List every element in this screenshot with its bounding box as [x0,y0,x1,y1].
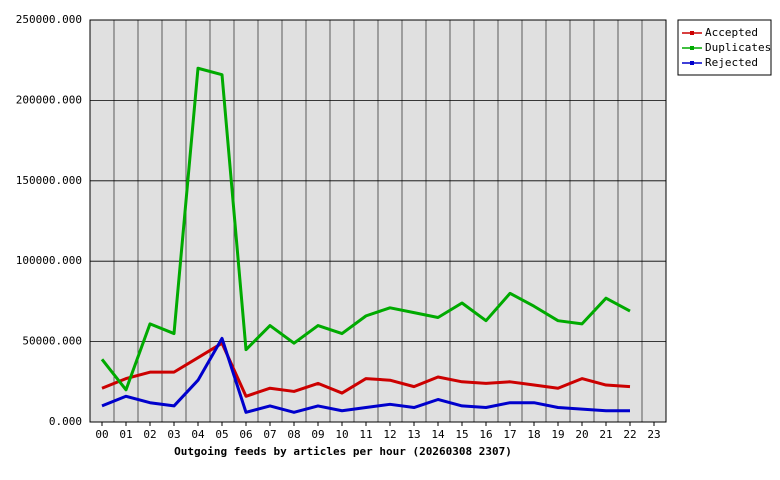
x-tick-label: 12 [383,428,396,441]
y-tick-label: 150000.000 [16,174,82,187]
legend-marker [690,46,694,50]
x-tick-label: 19 [551,428,564,441]
series-line [101,336,630,414]
x-tick-label: 22 [623,428,636,441]
x-tick-label: 06 [239,428,252,441]
legend-marker [690,61,694,65]
x-tick-label: 09 [311,428,324,441]
series-line [100,66,631,392]
series-line [101,341,631,398]
y-tick-label: 50000.000 [22,335,82,348]
x-tick-label: 13 [407,428,420,441]
x-tick-label: 05 [215,428,228,441]
x-tick-label: 21 [599,428,612,441]
x-tick-label: 23 [647,428,660,441]
y-tick-label: 250000.000 [16,13,82,26]
x-tick-label: 15 [455,428,468,441]
x-tick-label: 08 [287,428,300,441]
x-tick-label: 18 [527,428,540,441]
x-tick-label: 14 [431,428,445,441]
chart-title: Outgoing feeds by articles per hour (202… [174,445,512,458]
legend-label: Rejected [705,56,758,69]
x-tick-label: 10 [335,428,348,441]
x-tick-label: 20 [575,428,588,441]
x-tick-label: 17 [503,428,516,441]
x-tick-label: 01 [119,428,132,441]
x-tick-label: 03 [167,428,180,441]
x-tick-label: 02 [143,428,156,441]
x-tick-label: 11 [359,428,372,441]
y-tick-label: 100000.000 [16,254,82,267]
y-tick-label: 0.000 [49,415,82,428]
x-tick-label: 04 [191,428,205,441]
y-tick-label: 200000.000 [16,93,82,106]
x-tick-label: 00 [95,428,108,441]
legend-label: Accepted [705,26,758,39]
legend-label: Duplicates [705,41,771,54]
x-tick-label: 07 [263,428,276,441]
legend-marker [690,31,694,35]
x-tick-label: 16 [479,428,492,441]
